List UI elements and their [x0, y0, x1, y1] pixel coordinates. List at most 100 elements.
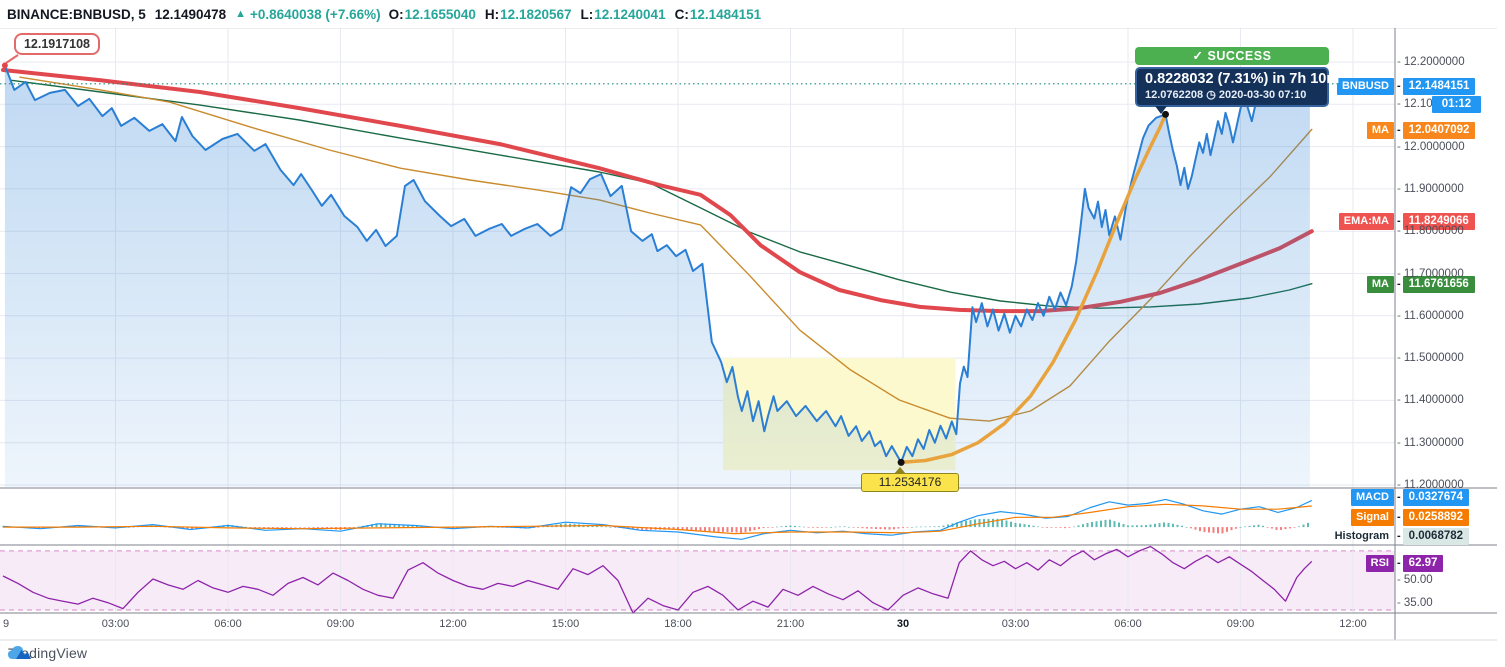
macd-histogram-bar: [605, 526, 607, 528]
time-tick: 18:00: [664, 618, 692, 630]
macd-histogram-bar: [290, 527, 292, 528]
macd-histogram-bar: [128, 527, 130, 528]
macd-histogram-bar: [245, 526, 247, 528]
axis-tick: -50.00: [1397, 574, 1433, 587]
macd-histogram-bar: [1302, 524, 1305, 528]
macd-histogram-bar: [717, 527, 720, 532]
macd-histogram-bar: [771, 527, 774, 528]
macd-histogram-bar: [1122, 524, 1125, 528]
macd-histogram-bar: [1100, 520, 1102, 528]
time-tick: 15:00: [551, 618, 580, 630]
macd-histogram-bar: [902, 527, 904, 528]
entry-price: 12.0762208: [1145, 89, 1204, 101]
macd-histogram-bar: [276, 527, 279, 529]
tooltip-pointer: [1155, 106, 1167, 114]
ohlc-values: O:12.1655040 H:12.1820567 L:12.1240041 C:12…: [389, 7, 771, 22]
macd-histogram-bar: [992, 518, 994, 528]
macd-histogram-bar: [749, 527, 751, 532]
macd-histogram-bar: [897, 527, 900, 529]
macd-histogram-bar: [821, 527, 823, 528]
macd-histogram-bar: [1298, 526, 1300, 528]
success-tooltip[interactable]: ✓ SUCCESS 0.8228032 (7.31%) in 7h 10m 12…: [1135, 47, 1339, 114]
axis-tag-name-emama: EMA:MA: [1338, 212, 1394, 230]
macd-histogram-bar: [1244, 526, 1246, 528]
time-tick: 06:00: [1114, 618, 1142, 630]
gain-detail: 12.0762208 ◷ 2020-03-30 07:10: [1145, 88, 1319, 101]
time-tick: 9: [3, 618, 10, 630]
macd-histogram-bar: [1271, 527, 1273, 529]
macd-histogram-bar: [677, 527, 679, 530]
macd-histogram-bar: [1082, 524, 1084, 528]
macd-histogram-bar: [402, 524, 405, 528]
macd-histogram-bar: [38, 527, 40, 529]
macd-histogram-bar: [411, 524, 414, 528]
macd-histogram-bar: [753, 527, 756, 531]
macd-histogram-bar: [249, 527, 252, 528]
macd-histogram-bar: [645, 527, 648, 530]
ohlc-label: H:: [484, 6, 500, 22]
marker-black-dot: [897, 458, 905, 466]
macd-histogram-bar: [713, 527, 715, 532]
macd-histogram-bar: [1118, 522, 1120, 528]
macd-histogram-bar: [380, 523, 382, 528]
macd-histogram-bar: [312, 527, 315, 528]
macd-histogram-bar: [1145, 525, 1147, 528]
macd-histogram-bar: [1068, 527, 1071, 528]
series-bnbusd: [3, 64, 1311, 464]
macd-histogram-bar: [42, 527, 45, 529]
tradingview-logo[interactable]: TradingView: [8, 645, 88, 661]
time-tick: 30: [896, 618, 910, 630]
macd-histogram-bar: [929, 526, 931, 528]
macd-histogram-bar: [731, 527, 733, 533]
macd-histogram-bar: [920, 526, 922, 528]
time-tick: 12:00: [1339, 618, 1367, 630]
macd-histogram-bar: [861, 527, 864, 529]
macd-histogram-bar: [1032, 525, 1035, 528]
macd-histogram-bar: [1091, 522, 1093, 528]
macd-histogram-bar: [614, 527, 616, 528]
macd-histogram-bar: [1280, 527, 1282, 530]
macd-histogram-bar: [726, 527, 729, 532]
axis-tick: -12.0000000: [1397, 140, 1465, 153]
axis-tag-value: -11.6761656: [1397, 275, 1475, 293]
callout-tail: [5, 54, 19, 64]
macd-histogram-bar: [497, 527, 499, 528]
axis-tag-name-macd: MACD: [1351, 488, 1394, 506]
macd-histogram-bar: [699, 527, 702, 531]
macd-histogram-bar: [762, 527, 765, 529]
axis-tick: -35.00: [1397, 596, 1433, 609]
macd-histogram-bar: [879, 527, 882, 530]
macd-histogram-bar: [960, 521, 963, 528]
price-area-fill: [4, 65, 1310, 487]
macd-histogram-bar: [1284, 527, 1287, 530]
macd-histogram-bar: [956, 522, 958, 528]
macd-histogram-bar: [911, 527, 913, 528]
macd-histogram-bar: [690, 527, 693, 531]
macd-histogram-bar: [1262, 525, 1264, 528]
macd-histogram-bar: [870, 527, 873, 529]
axis-tag-value: -11.8249066: [1397, 212, 1475, 230]
clock-icon: ◷: [1206, 89, 1216, 101]
macd-histogram-bar: [789, 525, 792, 528]
macd-histogram-bar: [884, 527, 886, 530]
macd-histogram-bar: [915, 526, 918, 528]
macd-histogram-bar: [191, 527, 193, 530]
macd-histogram-bar: [1095, 521, 1098, 528]
macd-histogram-bar: [74, 525, 76, 528]
macd-histogram-bar: [681, 527, 684, 530]
macd-histogram-bar: [1176, 524, 1179, 528]
axis-tag-name-histogram: Histogram: [1334, 529, 1389, 542]
macd-histogram-bar: [1073, 526, 1075, 528]
low-price-callout[interactable]: 11.2534176: [861, 467, 959, 492]
macd-histogram-bar: [1275, 527, 1278, 530]
macd-histogram-bar: [785, 525, 787, 528]
high-price-callout[interactable]: 12.1917108: [14, 33, 100, 55]
macd-histogram-bar: [308, 527, 310, 528]
macd-histogram-bar: [996, 518, 999, 528]
macd-histogram-bar: [848, 526, 850, 528]
macd-histogram-bar: [398, 524, 400, 528]
macd-histogram-bar: [1059, 527, 1062, 528]
macd-histogram-bar: [321, 527, 324, 529]
macd-histogram-bar: [722, 527, 724, 532]
